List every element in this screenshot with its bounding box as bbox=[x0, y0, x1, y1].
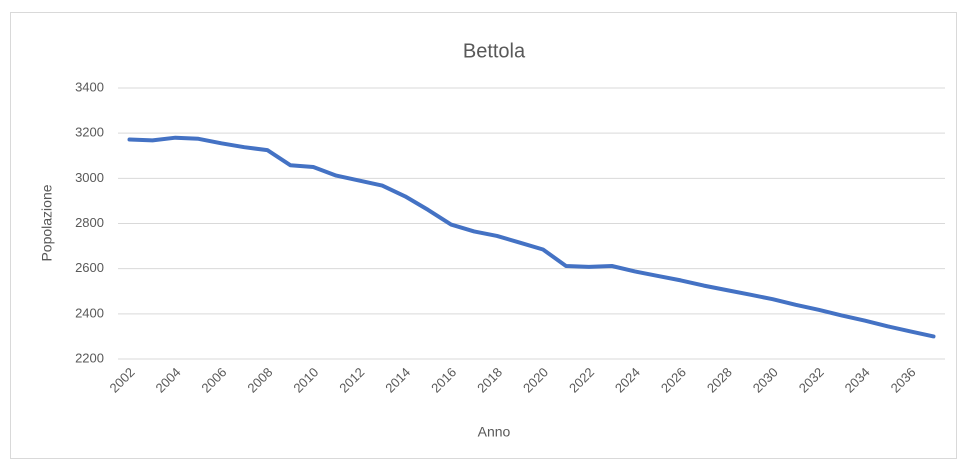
y-tick-label: 2600 bbox=[75, 260, 104, 275]
y-tick-label: 3400 bbox=[75, 79, 104, 94]
chart-title: Bettola bbox=[463, 40, 526, 62]
y-axis-label: Popolazione bbox=[39, 184, 55, 261]
y-tick-label: 2400 bbox=[75, 305, 104, 320]
chart-frame bbox=[10, 12, 957, 459]
line-series bbox=[127, 135, 936, 339]
y-tick-label: 3200 bbox=[75, 125, 104, 140]
y-tick-label: 3000 bbox=[75, 170, 104, 185]
y-tick-label: 2800 bbox=[75, 215, 104, 230]
y-tick-label: 2200 bbox=[75, 350, 104, 365]
x-axis-label: Anno bbox=[478, 424, 511, 440]
